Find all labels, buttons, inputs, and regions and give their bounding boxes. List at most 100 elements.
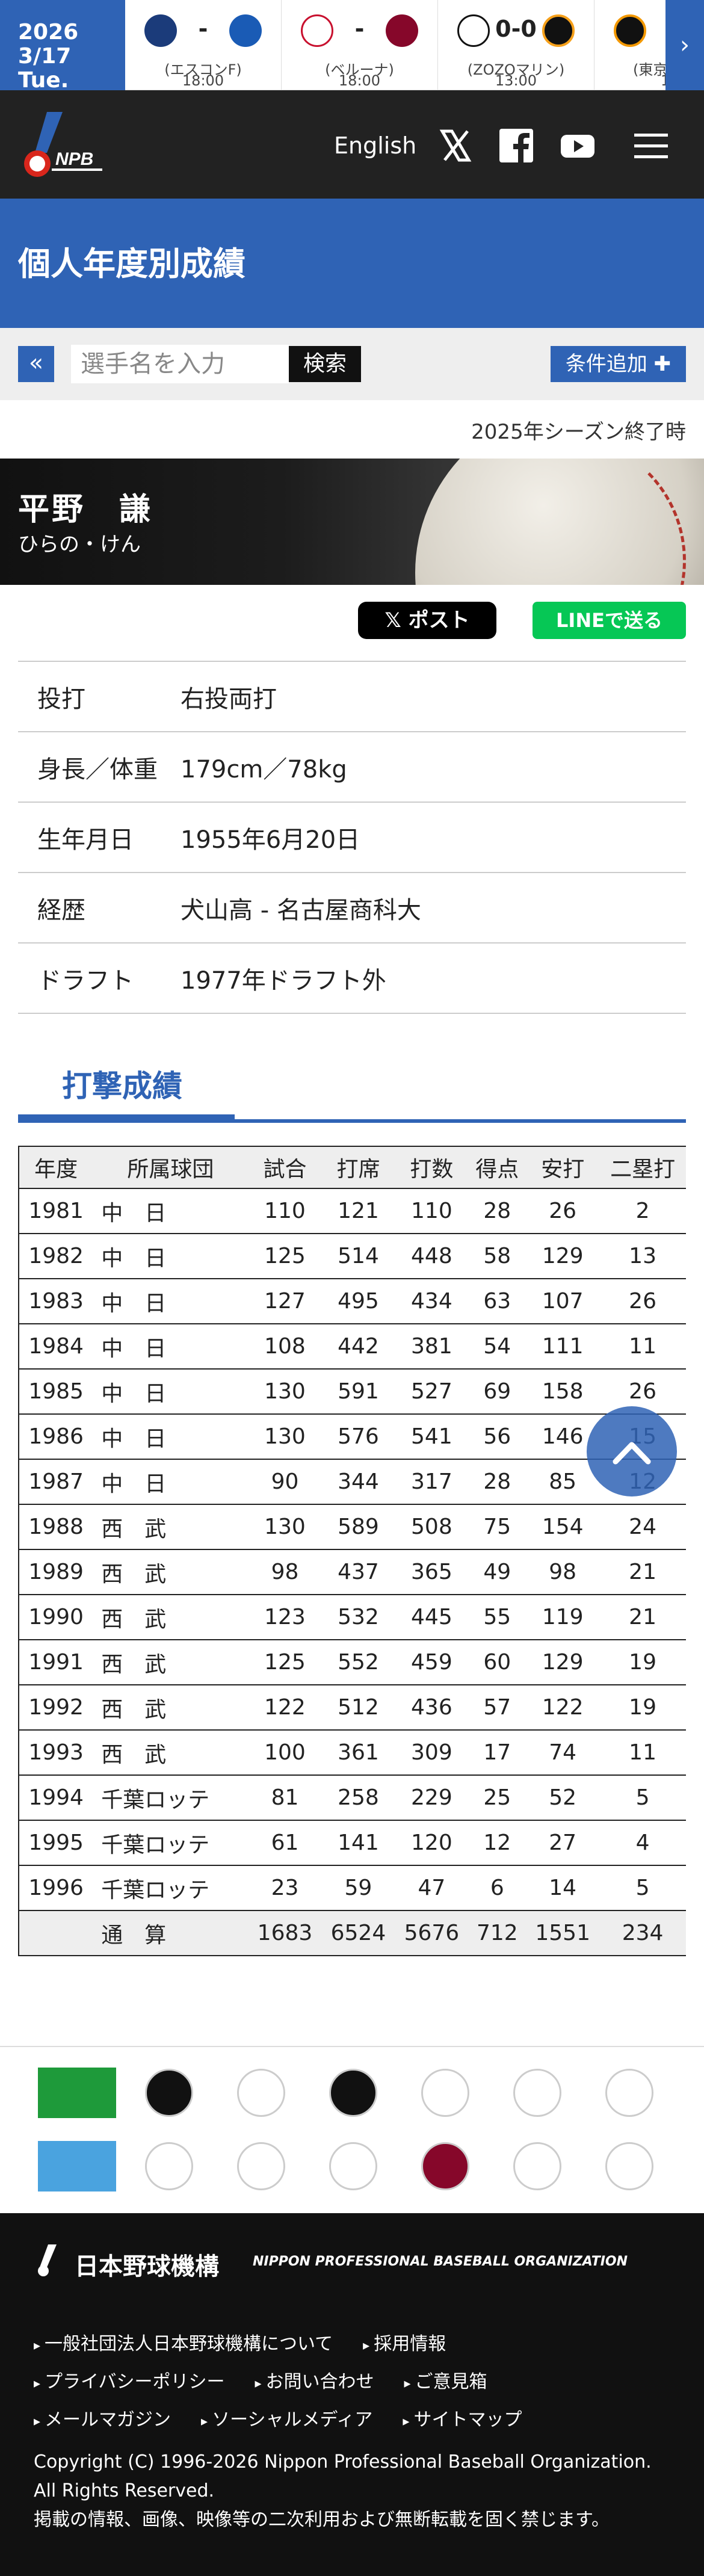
table-cell: 1994	[19, 1775, 93, 1821]
table-cell: 5676	[395, 1910, 469, 1956]
table-cell: 434	[395, 1279, 469, 1324]
table-cell: 512	[321, 1685, 395, 1731]
menu-icon[interactable]	[632, 126, 670, 165]
table-cell: 1551	[526, 1910, 600, 1956]
table-cell: 19	[599, 1685, 686, 1731]
game-card-3[interactable]: (東京 18	[594, 0, 703, 90]
eagles-icon[interactable]	[421, 2142, 469, 2190]
marines-icon[interactable]	[605, 2142, 653, 2190]
baystars-icon	[229, 14, 262, 47]
table-cell: 26	[526, 1188, 600, 1234]
table-cell: 千葉ロッテ	[93, 1775, 249, 1821]
table-cell: 436	[395, 1685, 469, 1731]
footer-link[interactable]: 採用情報	[363, 2334, 446, 2355]
table-cell: 12	[468, 1820, 526, 1866]
table-cell: 127	[248, 1279, 322, 1324]
footer-link[interactable]: ご意見箱	[404, 2371, 487, 2392]
footer-link[interactable]: お問い合わせ	[255, 2371, 374, 2392]
line-share-button[interactable]: LINEで送る	[533, 602, 686, 639]
carp-icon[interactable]	[513, 2069, 561, 2117]
table-cell: 26	[599, 1279, 686, 1324]
footer-link[interactable]: ソーシャルメディア	[201, 2409, 372, 2430]
table-cell: 28	[468, 1459, 526, 1505]
table-cell: 通 算	[93, 1910, 249, 1956]
table-cell: 111	[526, 1324, 600, 1370]
footer-link[interactable]: プライバシーポリシー	[34, 2371, 224, 2392]
profile-key: 経歴	[37, 896, 85, 924]
table-cell: 中 日	[93, 1279, 249, 1324]
double-chevron-left-icon[interactable]: «	[18, 346, 54, 382]
footer-links: 一般社団法人日本野球機構について 採用情報 プライバシーポリシー お問い合わせ ご意見…	[34, 2326, 684, 2440]
table-cell: 495	[321, 1279, 395, 1324]
svg-text:NPB: NPB	[55, 149, 93, 169]
table-cell: 1981	[19, 1188, 93, 1234]
table-row: 1981 中 日 110 121 110 28 26 2	[19, 1188, 686, 1234]
dragons-icon[interactable]	[605, 2069, 653, 2117]
player-search-input[interactable]	[71, 345, 289, 383]
youtube-icon[interactable]	[558, 126, 597, 165]
column-header: 所属球団	[93, 1146, 249, 1189]
pacific-league-icon[interactable]	[38, 2141, 116, 2191]
game-card-2[interactable]: 0-0 (ZOZOマリン) 13:00	[438, 0, 594, 90]
giants-icon[interactable]	[329, 2069, 377, 2117]
table-cell: 西 武	[93, 1640, 249, 1685]
footer-link[interactable]: サイトマップ	[403, 2409, 522, 2430]
table-cell: 28	[468, 1188, 526, 1234]
batting-stats-table: 年度 所属球団 試合 打席 打数 得点 安打 二塁打 1981 中 日 110 121 110 28 26…	[18, 1146, 686, 1956]
npb-footer-logo[interactable]	[34, 2243, 70, 2277]
central-league-icon[interactable]	[38, 2068, 116, 2118]
table-cell: 344	[321, 1459, 395, 1505]
fighters-icon[interactable]	[237, 2142, 285, 2190]
table-cell: 589	[321, 1504, 395, 1550]
table-cell: 5	[599, 1775, 686, 1821]
game-score: 0-0	[495, 16, 537, 42]
footer-link[interactable]: メールマガジン	[34, 2409, 171, 2430]
x-post-button[interactable]: 𝕏 ポスト	[358, 602, 496, 639]
buffaloes-icon[interactable]	[329, 2142, 377, 2190]
table-cell: 125	[248, 1640, 322, 1685]
table-cell: 47	[395, 1865, 469, 1911]
table-cell: 中 日	[93, 1188, 249, 1234]
tigers-icon[interactable]	[145, 2069, 193, 2117]
table-cell: 5	[599, 1865, 686, 1911]
scroll-to-top-button[interactable]	[587, 1406, 677, 1496]
x-icon[interactable]	[436, 126, 475, 165]
hawks-icon[interactable]	[145, 2142, 193, 2190]
table-cell: 中 日	[93, 1414, 249, 1460]
table-cell: 19	[599, 1640, 686, 1685]
table-cell: 119	[526, 1595, 600, 1640]
game-venue: (ベルーナ)	[325, 61, 394, 78]
footer-link[interactable]: 一般社団法人日本野球機構について	[34, 2334, 333, 2355]
table-cell: 1987	[19, 1459, 93, 1505]
game-card-0[interactable]: - (エスコンF) 18:00	[125, 0, 282, 90]
chevron-right-icon[interactable]: ›	[665, 0, 704, 90]
table-cell: 1990	[19, 1595, 93, 1640]
table-cell: 107	[526, 1279, 600, 1324]
table-cell: 81	[248, 1775, 322, 1821]
lions-icon[interactable]	[513, 2142, 561, 2190]
table-cell: 1683	[248, 1910, 322, 1956]
table-cell: 63	[468, 1279, 526, 1324]
player-kana: ひらの・けん	[18, 533, 141, 557]
game-card-1[interactable]: - (ベルーナ) 18:00	[282, 0, 438, 90]
table-row: 1984 中 日 108 442 381 54 111 11	[19, 1324, 686, 1370]
facebook-icon[interactable]	[497, 126, 536, 165]
page-title-band: 個人年度別成績	[0, 199, 704, 328]
swallows-icon[interactable]	[421, 2069, 469, 2117]
profile-value: 犬山高 - 名古屋商科大	[181, 896, 421, 924]
table-cell: 75	[468, 1504, 526, 1550]
npb-logo[interactable]: NPB	[16, 108, 106, 181]
table-cell: 23	[248, 1865, 322, 1911]
add-condition-button[interactable]: 条件追加 ✚	[551, 346, 686, 382]
table-row: 1995 千葉ロッテ 61 141 120 12 27 4	[19, 1820, 686, 1866]
giants-icon	[614, 14, 646, 47]
lions-icon	[301, 14, 333, 47]
table-cell: 17	[468, 1730, 526, 1776]
table-cell: 141	[321, 1820, 395, 1866]
baystars-icon[interactable]	[237, 2069, 285, 2117]
search-button[interactable]: 検索	[289, 346, 361, 382]
english-link[interactable]: English	[334, 132, 417, 159]
table-cell: 1995	[19, 1820, 93, 1866]
table-cell: 54	[468, 1324, 526, 1370]
table-cell: 27	[526, 1820, 600, 1866]
